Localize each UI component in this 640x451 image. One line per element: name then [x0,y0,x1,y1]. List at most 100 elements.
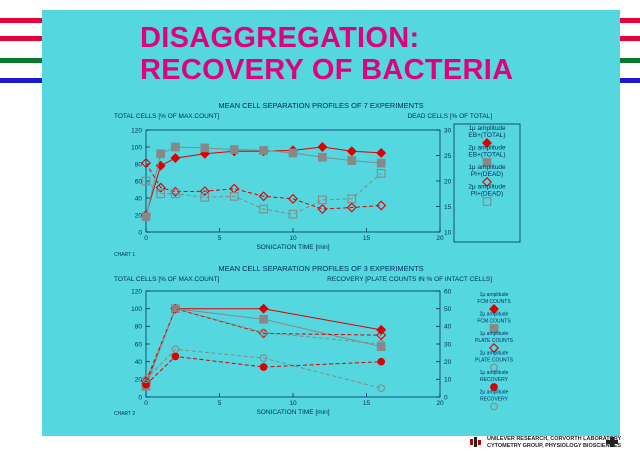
y-tick-label-right: 40 [444,324,452,331]
y-tick-label-right: 0 [444,394,448,401]
logo-icon-right [606,437,618,447]
legend [453,123,521,243]
y-tick-label-left: 40 [135,359,143,366]
y-tick-label-left: 120 [131,127,142,134]
x-tick-label: 5 [218,235,222,242]
x-tick-label: 5 [218,400,222,407]
y-axis-label-left: TOTAL CELLS [% OF MAX.COUNT] [114,276,220,283]
y-tick-label-left: 80 [135,161,143,168]
logo-icon [470,437,481,447]
data-point [288,193,298,204]
legend-marker [490,363,498,372]
legend-frame [453,123,521,243]
data-point [377,340,386,348]
data-point [346,146,357,157]
legend-marker [482,177,492,187]
data-point [259,204,268,214]
data-point [170,153,181,164]
x-tick-label: 0 [144,400,148,407]
data-point [376,200,387,211]
chart-caption: CHART 2 [114,411,135,417]
data-point [318,195,327,205]
legend-marker [489,343,499,353]
x-tick-label: 0 [144,235,148,242]
data-point [376,324,387,335]
legend-label: EB+(TOTAL) [468,132,505,139]
x-tick-label: 15 [363,400,371,407]
data-point [142,380,150,389]
legend-label: 2μ amplitude [480,351,509,357]
data-point [376,342,386,352]
data-point [288,209,298,219]
y-axis-label-left: TOTAL CELLS [% OF MAX.COUNT] [114,113,220,120]
y-tick-label-right: 20 [444,359,452,366]
data-point [259,363,268,371]
data-point [156,149,166,159]
y-tick-label-left: 100 [131,144,142,151]
plot-frame [145,290,441,398]
title-line-2: RECOVERY OF BACTERIA [140,54,514,86]
series-2 [141,142,386,222]
series-line [145,146,382,216]
y-tick-label-right: 10 [444,229,452,236]
y-tick-label-right: 30 [444,341,452,348]
x-tick-label: 20 [436,235,444,242]
legend-label: FCM COUNTS [477,299,511,305]
legend-label: RECOVERY [480,397,509,403]
legend-label: EB+(TOTAL) [468,152,505,159]
legend [489,304,499,411]
series-4 [141,169,386,219]
data-point [171,142,180,152]
y-tick-label-left: 0 [138,394,142,401]
x-tick-label: 15 [363,235,371,242]
legend-label: 2μ amplitude [468,145,506,152]
legend-label: 2μ amplitude [468,184,506,191]
data-point [346,202,357,213]
data-point [141,212,151,222]
plot-frame [145,129,441,233]
legend-label: RECOVERY [480,377,509,383]
data-point [171,345,180,354]
legend-label: PI+(DEAD) [471,171,503,178]
data-point [259,146,268,155]
data-point [171,352,180,361]
footer-line-2: CYTOMETRY GROUP, PHYSIOLOGY BIOSCIENCES [487,443,621,449]
title-line-1: DISAGGREGATION: [140,22,420,54]
data-point [318,152,327,162]
x-tick-label: 10 [289,400,297,407]
data-point [141,176,151,186]
data-point [171,304,180,313]
data-point [200,192,210,202]
footer-line-1: UNILEVER RESEARCH, CORVORTH LABORATORY [487,436,622,442]
data-point [347,156,357,165]
data-point [200,143,210,153]
chart-2 [141,290,499,411]
legend-label: PI+(DEAD) [471,191,503,198]
legend-marker [489,324,499,333]
data-point [199,186,210,197]
legend-label: 1μ amplitude [468,125,506,132]
y-tick-label-right: 15 [444,204,452,211]
series-6 [142,345,386,393]
legend-label: 2μ amplitude [480,390,509,396]
legend-marker [489,304,499,314]
chart-1 [141,123,521,243]
data-point [376,147,387,158]
data-point [155,182,166,193]
legend-label: 1μ amplitude [480,292,509,298]
legend-label: PLATE COUNTS [475,358,514,364]
y-tick-label-left: 0 [138,229,142,236]
data-point [142,375,150,384]
data-point [377,357,386,366]
y-tick-label-left: 60 [135,341,143,348]
legend-label: 1μ amplitude [468,164,506,171]
series-5 [142,352,386,389]
data-point [229,145,239,154]
series-line [145,172,382,215]
legend-marker [482,138,492,148]
y-tick-label-right: 50 [444,306,452,313]
series-line [145,355,382,385]
series-line [145,348,382,389]
y-tick-label-left: 60 [135,178,143,185]
data-point [376,330,387,341]
